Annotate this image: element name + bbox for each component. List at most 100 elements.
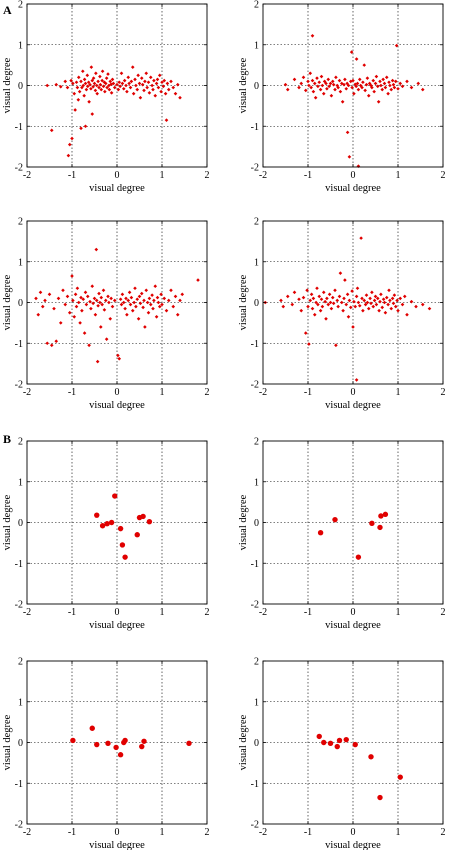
- data-point: [122, 554, 128, 560]
- data-point: [356, 87, 361, 92]
- y-tick-label: 1: [18, 477, 23, 488]
- data-point: [409, 85, 414, 90]
- data-point: [338, 89, 343, 94]
- data-point: [337, 294, 342, 299]
- data-point: [84, 302, 89, 307]
- y-tick-label: 0: [254, 81, 259, 92]
- x-tick-label: 1: [160, 170, 165, 181]
- data-point: [147, 296, 152, 301]
- data-point: [153, 284, 158, 288]
- data-point: [324, 317, 328, 321]
- data-point: [343, 736, 349, 743]
- data-point: [387, 288, 391, 293]
- data-point: [127, 290, 132, 295]
- data-point: [80, 308, 84, 313]
- scatter-panel-b3: -2 -1 0 1 2 -2 -1 0 1 2 visual degree visual degree: [2, 657, 210, 850]
- data-point: [82, 77, 87, 82]
- y-tick-label: -2: [251, 163, 259, 174]
- data-point: [124, 83, 128, 88]
- data-point: [75, 85, 80, 90]
- data-point: [405, 79, 409, 84]
- data-point: [115, 82, 119, 87]
- data-point: [329, 93, 334, 98]
- data-point: [156, 85, 161, 90]
- data-point: [70, 737, 76, 744]
- data-point: [283, 82, 288, 87]
- data-point: [310, 78, 315, 83]
- data-point: [343, 77, 347, 82]
- data-point: [358, 83, 363, 88]
- data-point: [88, 82, 92, 87]
- data-point: [123, 306, 127, 311]
- y-tick-label: -1: [15, 339, 23, 350]
- data-point: [382, 511, 389, 518]
- data-point: [94, 741, 100, 748]
- data-point: [364, 293, 369, 297]
- data-point: [160, 302, 164, 307]
- data-point: [301, 75, 306, 80]
- data-point: [79, 126, 83, 131]
- data-point: [128, 85, 133, 90]
- y-tick-label: 1: [254, 40, 259, 51]
- data-point: [148, 302, 153, 307]
- data-point: [136, 73, 140, 78]
- data-point: [345, 81, 349, 86]
- x-tick-label: 0: [115, 827, 120, 838]
- x-tick-label: -2: [23, 607, 31, 618]
- x-tick-label: 2: [205, 827, 210, 838]
- data-point: [350, 85, 354, 90]
- data-point: [91, 84, 95, 89]
- data-point: [389, 306, 394, 311]
- data-point: [93, 312, 98, 317]
- data-point: [344, 302, 349, 307]
- data-point: [162, 78, 167, 83]
- y-tick-label: 0: [18, 298, 23, 309]
- y-tick-label: 0: [254, 738, 259, 749]
- data-point: [335, 298, 340, 303]
- data-point: [365, 300, 370, 305]
- data-point: [355, 554, 362, 560]
- data-point: [321, 739, 327, 746]
- data-point: [356, 300, 361, 305]
- x-tick-label: 0: [351, 387, 356, 398]
- data-point: [299, 81, 304, 86]
- data-point: [117, 356, 122, 361]
- y-tick-label: 2: [18, 437, 23, 448]
- data-point: [371, 304, 376, 309]
- data-point: [150, 293, 154, 297]
- data-point: [93, 88, 98, 93]
- data-point: [69, 78, 73, 83]
- data-point: [382, 300, 387, 305]
- scatter-panel-b1: -2 -1 0 1 2 -2 -1 0 1 2 visual degree visual degree: [2, 437, 210, 632]
- data-point: [372, 89, 376, 94]
- data-point: [100, 69, 105, 74]
- data-point: [107, 300, 111, 305]
- data-point: [350, 289, 354, 293]
- y-tick-label: 2: [18, 657, 23, 668]
- data-point: [65, 85, 70, 90]
- data-point: [315, 76, 319, 80]
- data-point: [86, 80, 91, 85]
- data-point: [345, 130, 350, 135]
- data-point: [383, 85, 388, 90]
- data-point: [310, 306, 315, 311]
- y-tick-label: 2: [254, 657, 259, 668]
- y-axis-label: visual degree: [238, 714, 249, 770]
- data-point: [141, 305, 145, 310]
- data-point: [290, 302, 295, 307]
- data-point: [87, 100, 91, 104]
- data-point: [393, 79, 398, 84]
- data-point: [45, 83, 50, 88]
- y-tick-label: 0: [254, 518, 259, 529]
- data-point: [72, 314, 77, 319]
- data-point: [173, 91, 178, 96]
- data-point: [89, 306, 93, 311]
- data-point: [317, 294, 322, 299]
- data-point: [285, 87, 290, 92]
- y-axis-label: visual degree: [2, 494, 13, 550]
- data-point: [83, 81, 88, 86]
- data-point: [303, 331, 308, 335]
- data-point: [321, 290, 326, 295]
- data-point: [137, 81, 142, 86]
- y-tick-label: -2: [15, 163, 23, 174]
